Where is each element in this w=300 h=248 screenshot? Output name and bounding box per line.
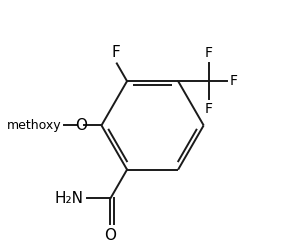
Text: F: F	[111, 45, 120, 60]
Text: O: O	[75, 118, 87, 133]
Text: F: F	[230, 74, 238, 88]
Text: methoxy: methoxy	[7, 119, 62, 132]
Text: F: F	[205, 46, 213, 60]
Text: H₂N: H₂N	[55, 191, 84, 206]
Text: O: O	[104, 228, 116, 243]
Text: F: F	[205, 102, 213, 116]
